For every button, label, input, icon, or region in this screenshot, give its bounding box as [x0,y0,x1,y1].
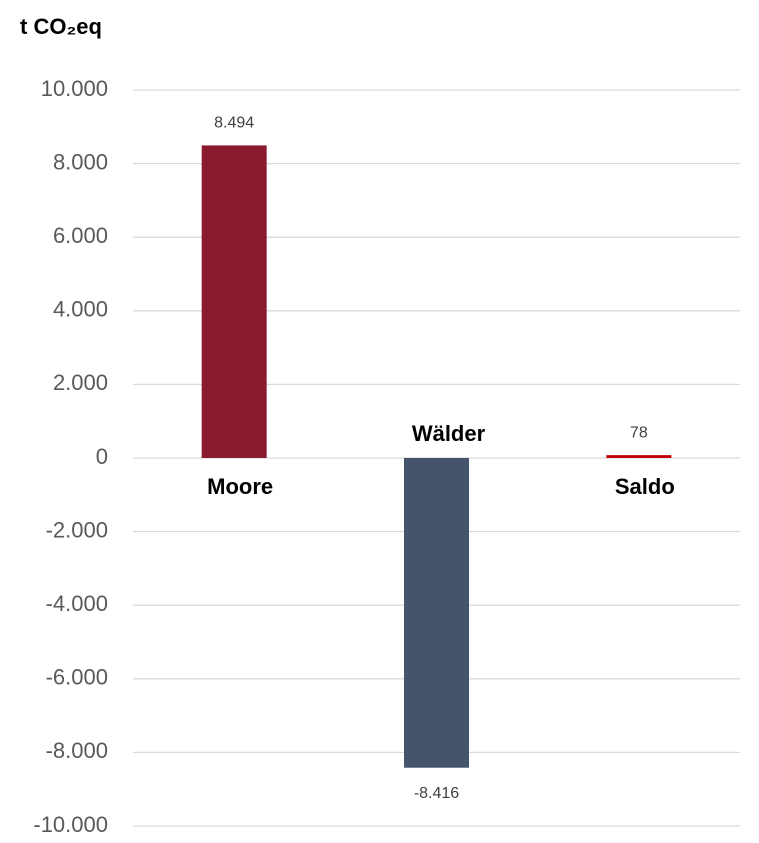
y-tick-label: -4.000 [46,591,108,616]
category-label: Wälder [412,421,486,446]
y-tick-label: -2.000 [46,517,108,542]
bar [606,455,672,458]
y-tick-label: -8.000 [46,738,108,763]
chart-title: t CO₂eq [20,14,102,39]
y-tick-label: 0 [96,444,108,469]
y-tick-label: 10.000 [41,76,108,101]
y-tick-label: 8.000 [53,149,108,174]
bar [201,145,267,458]
bar [404,458,469,768]
y-tick-label: -10.000 [33,812,108,837]
value-label: 78 [630,424,648,441]
category-label: Moore [207,474,273,499]
y-tick-label: 6.000 [53,223,108,248]
value-label: 8.494 [214,115,254,132]
y-tick-label: -6.000 [46,665,108,690]
category-label: Saldo [615,474,675,499]
y-tick-label: 4.000 [53,297,108,322]
y-tick-label: 2.000 [53,370,108,395]
value-label: -8.416 [414,785,459,802]
